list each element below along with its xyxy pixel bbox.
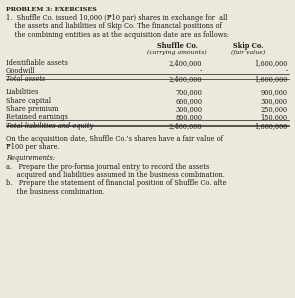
- Text: Share capital: Share capital: [6, 97, 51, 105]
- Text: PROBLEM 3: EXERCISES: PROBLEM 3: EXERCISES: [6, 7, 97, 12]
- Text: (fair value): (fair value): [231, 50, 265, 55]
- Text: 1,600,000: 1,600,000: [254, 75, 288, 83]
- Text: On the acquisition date, Shuffle Co.’s shares have a fair value of: On the acquisition date, Shuffle Co.’s s…: [6, 135, 223, 143]
- Text: 2,400,000: 2,400,000: [168, 122, 202, 130]
- Text: ₱100 per share.: ₱100 per share.: [6, 143, 60, 151]
- Text: Total liabilities and equity: Total liabilities and equity: [6, 122, 93, 130]
- Text: Retained earnings: Retained earnings: [6, 113, 68, 121]
- Text: Share premium: Share premium: [6, 105, 58, 113]
- Text: 300,000: 300,000: [260, 97, 288, 105]
- Text: b.   Prepare the statement of financial position of Shuffle Co. afte: b. Prepare the statement of financial po…: [6, 179, 227, 187]
- Text: 600,000: 600,000: [175, 97, 202, 105]
- Text: 700,000: 700,000: [175, 88, 202, 96]
- Text: 1.  Shuffle Co. issued 10,000 (₱10 par) shares in exchange for  all: 1. Shuffle Co. issued 10,000 (₱10 par) s…: [6, 14, 227, 22]
- Text: a.   Prepare the pro-forma journal entry to record the assets: a. Prepare the pro-forma journal entry t…: [6, 163, 209, 170]
- Text: -: -: [285, 67, 288, 75]
- Text: 250,000: 250,000: [260, 105, 288, 113]
- Text: 900,000: 900,000: [260, 88, 288, 96]
- Text: 150,000: 150,000: [260, 113, 288, 121]
- Text: 1,600,000: 1,600,000: [254, 59, 288, 67]
- Text: 300,000: 300,000: [175, 105, 202, 113]
- Text: Liabilities: Liabilities: [6, 88, 39, 96]
- Text: -: -: [200, 67, 202, 75]
- Text: 800,000: 800,000: [175, 113, 202, 121]
- Text: Requirements:: Requirements:: [6, 154, 55, 162]
- Text: acquired and liabilities assumed in the business combination.: acquired and liabilities assumed in the …: [6, 171, 225, 179]
- Text: 2,400,000: 2,400,000: [168, 59, 202, 67]
- Text: 1,600,000: 1,600,000: [254, 122, 288, 130]
- Text: the assets and liabilities of Skip Co. The financial positions of: the assets and liabilities of Skip Co. T…: [6, 22, 222, 30]
- Text: Identifiable assets: Identifiable assets: [6, 59, 68, 67]
- Text: 2,400,000: 2,400,000: [168, 75, 202, 83]
- Text: the business combination.: the business combination.: [6, 188, 105, 195]
- Text: the combining entities as at the acquisition date are as follows:: the combining entities as at the acquisi…: [6, 31, 229, 39]
- Text: Goodwill: Goodwill: [6, 67, 35, 75]
- Text: Skip Co.: Skip Co.: [233, 42, 263, 49]
- Text: Total assets: Total assets: [6, 75, 45, 83]
- Text: (carrying amounts): (carrying amounts): [147, 50, 207, 55]
- Text: Shuffle Co.: Shuffle Co.: [157, 42, 197, 49]
